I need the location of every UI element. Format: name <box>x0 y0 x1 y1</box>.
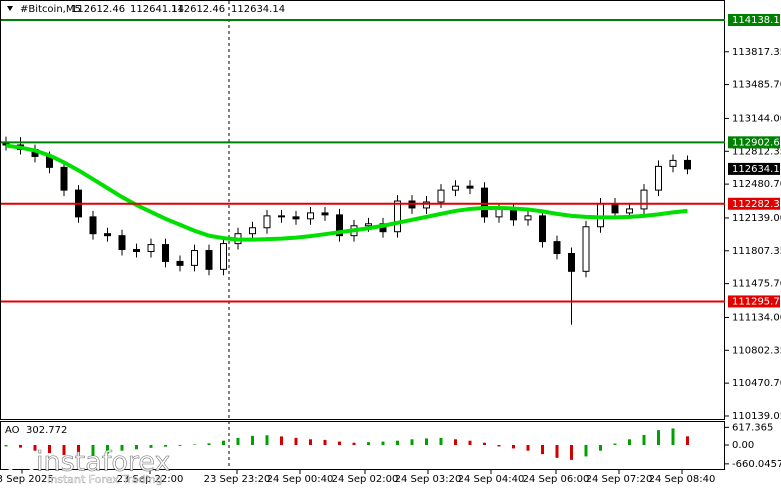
candle-body <box>336 214 343 237</box>
y-tick-label: 111475.70 <box>732 279 781 290</box>
candle-body <box>162 244 169 262</box>
y-tick-label: 111134.00 <box>732 312 781 323</box>
candle-body <box>423 201 430 209</box>
watermark-brand: instaforex <box>36 447 170 478</box>
candle-body <box>205 250 213 270</box>
level-tag <box>728 13 780 26</box>
time-label: 24 Sep 03:20 <box>395 474 462 485</box>
candle-body <box>553 241 561 254</box>
candle-body <box>118 235 126 251</box>
candle-body <box>684 159 691 170</box>
ohlc-value: 112612.46 <box>171 4 225 15</box>
candle-body <box>133 249 140 253</box>
candle-body <box>568 252 575 272</box>
candle-body <box>365 223 372 227</box>
candle-body <box>524 215 532 221</box>
candle-body <box>481 187 488 218</box>
ohlc-value: 112634.14 <box>231 4 285 15</box>
watermark-logo <box>6 447 36 477</box>
time-label: 24 Sep 08:40 <box>649 474 716 485</box>
y-tick-label: 110470.70 <box>732 378 781 389</box>
time-label: 24 Sep 07:20 <box>586 474 653 485</box>
ao-tick-label: 0.00 <box>732 440 754 451</box>
candle-body <box>176 260 184 266</box>
watermark-tagline: Instant Forex Trading <box>47 473 163 486</box>
candle-body <box>539 215 546 243</box>
ao-tick-label: 617.365 <box>732 422 773 433</box>
time-label: 24 Sep 02:00 <box>332 474 399 485</box>
candle-body <box>437 189 445 203</box>
candle-body <box>191 250 198 266</box>
candle-body <box>394 200 401 233</box>
candle-body <box>626 208 633 214</box>
level-tag <box>728 136 780 149</box>
symbol: #Bitcoin,M5 <box>20 4 81 15</box>
time-label: 23 Sep 23:20 <box>204 474 271 485</box>
ao-value: 302.772 <box>26 425 67 436</box>
y-tick-label: 110802.35 <box>732 345 781 356</box>
candle-body <box>466 185 474 189</box>
time-label: 23 Sep 2025 <box>0 474 54 485</box>
candle-body <box>495 208 503 218</box>
level-label: 114138.10 <box>732 15 781 26</box>
time-label: 23 Sep 22:00 <box>117 474 184 485</box>
candle-body <box>278 215 285 218</box>
y-tick-label: 113485.70 <box>732 80 781 91</box>
candle-body <box>611 203 619 214</box>
ohlc-value: 112641.14 <box>130 4 184 15</box>
ao-tick-label: -660.0457 <box>732 459 781 470</box>
time-label: 24 Sep 00:40 <box>267 474 334 485</box>
level-tag <box>728 295 780 308</box>
candle-body <box>655 165 662 191</box>
y-tick-label: 113817.35 <box>732 47 781 58</box>
time-label: 24 Sep 04:40 <box>458 474 525 485</box>
price-label: 112634.14 <box>732 164 781 175</box>
y-tick-label: 112812.35 <box>732 146 781 157</box>
candle-body <box>60 166 68 191</box>
y-tick-label: 112480.70 <box>732 179 781 190</box>
ohlc-value: 112612.46 <box>71 4 125 15</box>
y-tick-label: 111807.35 <box>732 246 781 257</box>
level-label: 111295.77 <box>732 296 781 307</box>
candle-body <box>89 216 97 235</box>
y-tick-label: 110139.05 <box>732 411 781 422</box>
candle-body <box>263 215 271 229</box>
candle-body <box>147 244 155 253</box>
candle-body <box>669 159 677 167</box>
level-label: 112282.32 <box>732 199 781 210</box>
candle-body <box>104 233 111 237</box>
time-label: 24 Sep 06:00 <box>523 474 590 485</box>
candle-body <box>249 227 256 235</box>
y-tick-label: 112139.00 <box>732 213 781 224</box>
y-tick-label: 113144.00 <box>732 113 781 124</box>
candle-body <box>292 216 300 220</box>
moving-average <box>5 143 688 242</box>
candle-body <box>582 226 590 272</box>
candle-body <box>640 189 648 210</box>
candle-body <box>452 185 459 191</box>
level-label: 112902.60 <box>732 137 781 148</box>
menu-arrow <box>7 6 13 11</box>
candle-body <box>321 212 329 216</box>
candle-body <box>220 243 227 270</box>
price-tag <box>728 162 780 175</box>
candle-body <box>307 212 314 220</box>
level-tag <box>728 197 780 210</box>
ao-name: AO <box>5 425 20 436</box>
